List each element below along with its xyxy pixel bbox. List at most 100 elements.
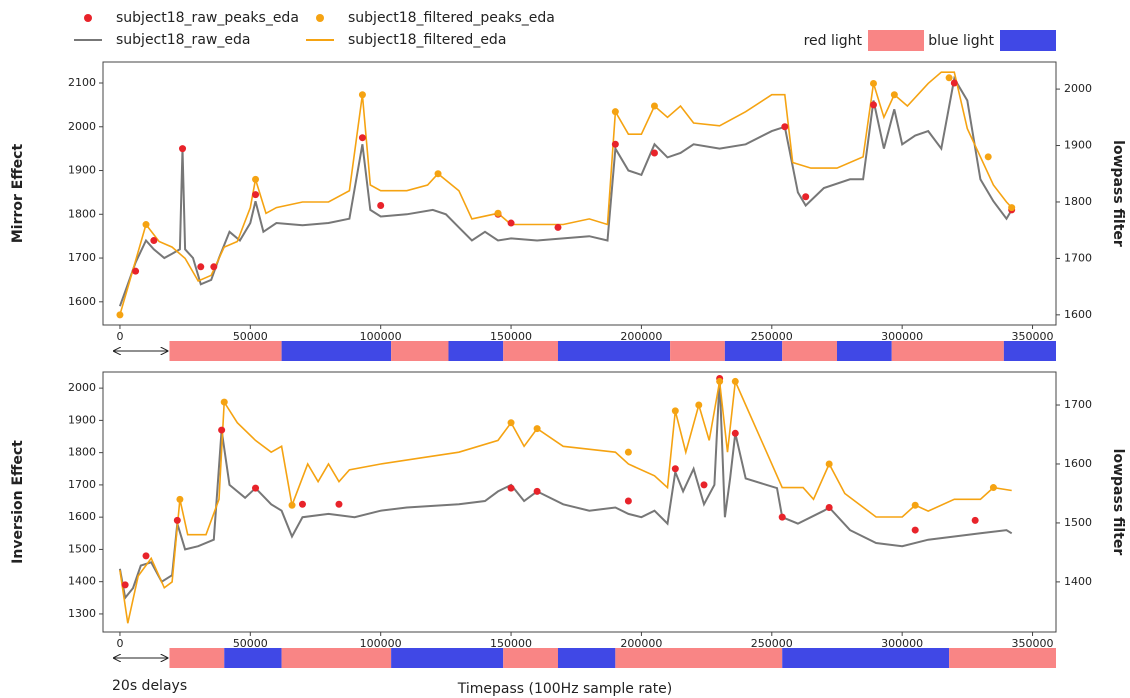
peak-point [731, 377, 739, 385]
x-tick-label: 0 [116, 330, 123, 343]
light-segment [1003, 341, 1056, 361]
peak-point [121, 581, 129, 589]
peak-point [210, 263, 218, 271]
x-tick-label: 200000 [620, 637, 662, 650]
y-axis-label: Mirror Effect [10, 144, 26, 244]
plot-frame [102, 371, 1057, 633]
light-segment [670, 341, 725, 361]
peak-point [358, 91, 366, 99]
peak-point [335, 500, 343, 508]
legend-label: red light [804, 33, 863, 49]
peak-point [142, 221, 150, 229]
y-tick-label: 1700 [68, 478, 96, 491]
y-tick-label: 2000 [68, 381, 96, 394]
peak-point [971, 516, 979, 524]
peak-point [533, 425, 541, 433]
peak-point [298, 500, 306, 508]
peak-point [150, 237, 158, 245]
y2-tick-label: 1700 [1064, 398, 1092, 411]
x-tick-label: 0 [116, 637, 123, 650]
peak-point [989, 484, 997, 492]
peak-point [890, 91, 898, 99]
x-tick-label: 150000 [490, 330, 532, 343]
peak-point [671, 465, 679, 473]
peak-point [695, 401, 703, 409]
y-tick-label: 1600 [68, 510, 96, 523]
peak-point [288, 501, 296, 509]
peak-point [650, 102, 658, 110]
light-segment [836, 341, 892, 361]
legend-swatch [316, 14, 324, 22]
light-segment [169, 341, 282, 361]
x-axis-label: Timepass (100Hz sample rate) [457, 681, 673, 697]
eda-line [118, 378, 1013, 601]
plot-frame [102, 61, 1057, 326]
peak-point [611, 140, 619, 148]
peak-point [984, 153, 992, 161]
x-tick-label: 250000 [751, 637, 793, 650]
peak-point [650, 149, 658, 157]
light-segment [557, 648, 616, 668]
y-tick-label: 1900 [68, 164, 96, 177]
x-tick-label: 50000 [233, 330, 268, 343]
y-axis-label: Inversion Effect [10, 440, 26, 564]
peak-point [507, 419, 515, 427]
legend-swatch [868, 30, 924, 51]
x-tick-label: 300000 [881, 637, 923, 650]
x-tick-label: 150000 [490, 637, 532, 650]
peak-point [132, 267, 140, 275]
peak-point [358, 134, 366, 142]
peak-point [869, 101, 877, 109]
peak-point [825, 503, 833, 511]
peak-point [624, 497, 632, 505]
peak-point [173, 516, 181, 524]
light-segment [615, 648, 783, 668]
peak-point [434, 170, 442, 178]
y2-tick-label: 1700 [1064, 251, 1092, 264]
light-segment [448, 341, 504, 361]
y2-tick-label: 1400 [1064, 575, 1092, 588]
x-tick-label: 100000 [360, 637, 402, 650]
light-segment [949, 648, 1056, 668]
peak-point [671, 407, 679, 415]
peak-point [220, 398, 228, 406]
peak-point [825, 460, 833, 468]
peak-point [377, 202, 385, 210]
y-tick-label: 1800 [68, 446, 96, 459]
y2-tick-label: 2000 [1064, 82, 1092, 95]
legend-label: blue light [928, 33, 994, 49]
peak-point [176, 495, 184, 503]
y2-tick-label: 1800 [1064, 195, 1092, 208]
x-tick-label: 50000 [233, 637, 268, 650]
peak-point [611, 108, 619, 116]
x-tick-label: 350000 [1012, 637, 1054, 650]
y-tick-label: 1900 [68, 413, 96, 426]
peak-point [116, 311, 124, 319]
light-segment [782, 648, 950, 668]
y2-tick-label: 1500 [1064, 516, 1092, 529]
legend-label: subject18_raw_peaks_eda [116, 10, 299, 26]
light-segment [391, 648, 504, 668]
y-tick-label: 1600 [68, 295, 96, 308]
peak-point [911, 526, 919, 534]
legend-label: subject18_raw_eda [116, 32, 250, 48]
light-segment [503, 648, 558, 668]
peak-point [252, 175, 260, 183]
y2-tick-label: 1600 [1064, 308, 1092, 321]
peak-point [781, 123, 789, 131]
light-segment [891, 341, 1004, 361]
peak-point [950, 79, 958, 87]
peak-point [179, 145, 187, 153]
legend-label: subject18_filtered_eda [348, 32, 506, 48]
light-segment [224, 648, 282, 668]
x-tick-label: 100000 [360, 330, 402, 343]
y2-axis-label: lowpass filter [1110, 140, 1126, 247]
peak-point [197, 263, 205, 271]
peak-point [778, 513, 786, 521]
peak-point [142, 552, 150, 560]
x-tick-label: 200000 [620, 330, 662, 343]
peak-point [1008, 204, 1016, 212]
peak-point [252, 191, 260, 199]
peak-point [700, 481, 708, 489]
y-tick-label: 2100 [68, 76, 96, 89]
